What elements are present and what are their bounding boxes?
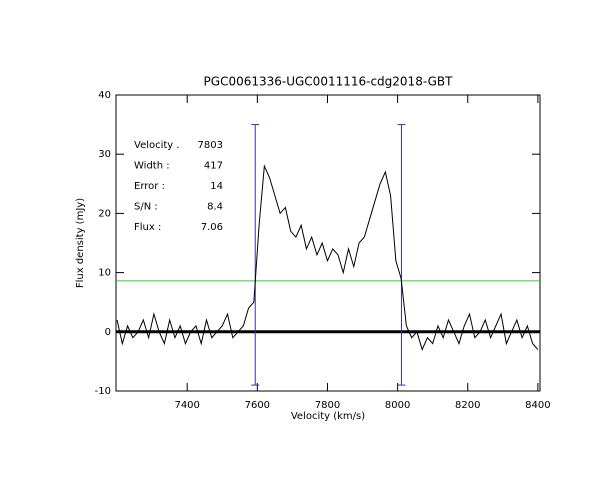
x-tick-label: 8000 xyxy=(385,400,410,411)
annotation-value: 8.4 xyxy=(207,202,223,213)
annotation-label: Velocity . xyxy=(134,140,180,151)
chart-title: PGC0061336-UGC0011116-cdg2018-GBT xyxy=(204,75,454,89)
y-tick-label: -10 xyxy=(95,386,111,397)
annotation-value: 7.06 xyxy=(201,222,223,233)
y-tick-label: 0 xyxy=(105,327,111,338)
x-tick-label: 7600 xyxy=(245,400,270,411)
x-tick-label: 8200 xyxy=(455,400,480,411)
y-tick-label: 10 xyxy=(98,268,111,279)
plot-frame xyxy=(115,94,541,392)
annotation-label: S/N : xyxy=(134,202,158,213)
annotation-value: 7803 xyxy=(198,140,223,151)
x-axis-label: Velocity (km/s) xyxy=(291,411,365,422)
y-tick-label: 40 xyxy=(98,90,111,101)
x-tick-label: 7400 xyxy=(174,400,199,411)
x-tick-label: 7800 xyxy=(315,400,340,411)
annotation-label: Flux : xyxy=(134,222,161,233)
x-tick-label: 8400 xyxy=(525,400,550,411)
y-tick-label: 30 xyxy=(98,149,111,160)
annotation-value: 417 xyxy=(204,161,223,172)
annotation-label: Width : xyxy=(134,161,170,172)
spectrum-line xyxy=(116,164,539,352)
annotation-label: Error : xyxy=(134,181,165,192)
y-axis-label: Flux density (mJy) xyxy=(75,198,86,288)
annotation-value: 14 xyxy=(210,181,223,192)
y-tick-label: 20 xyxy=(98,208,111,219)
